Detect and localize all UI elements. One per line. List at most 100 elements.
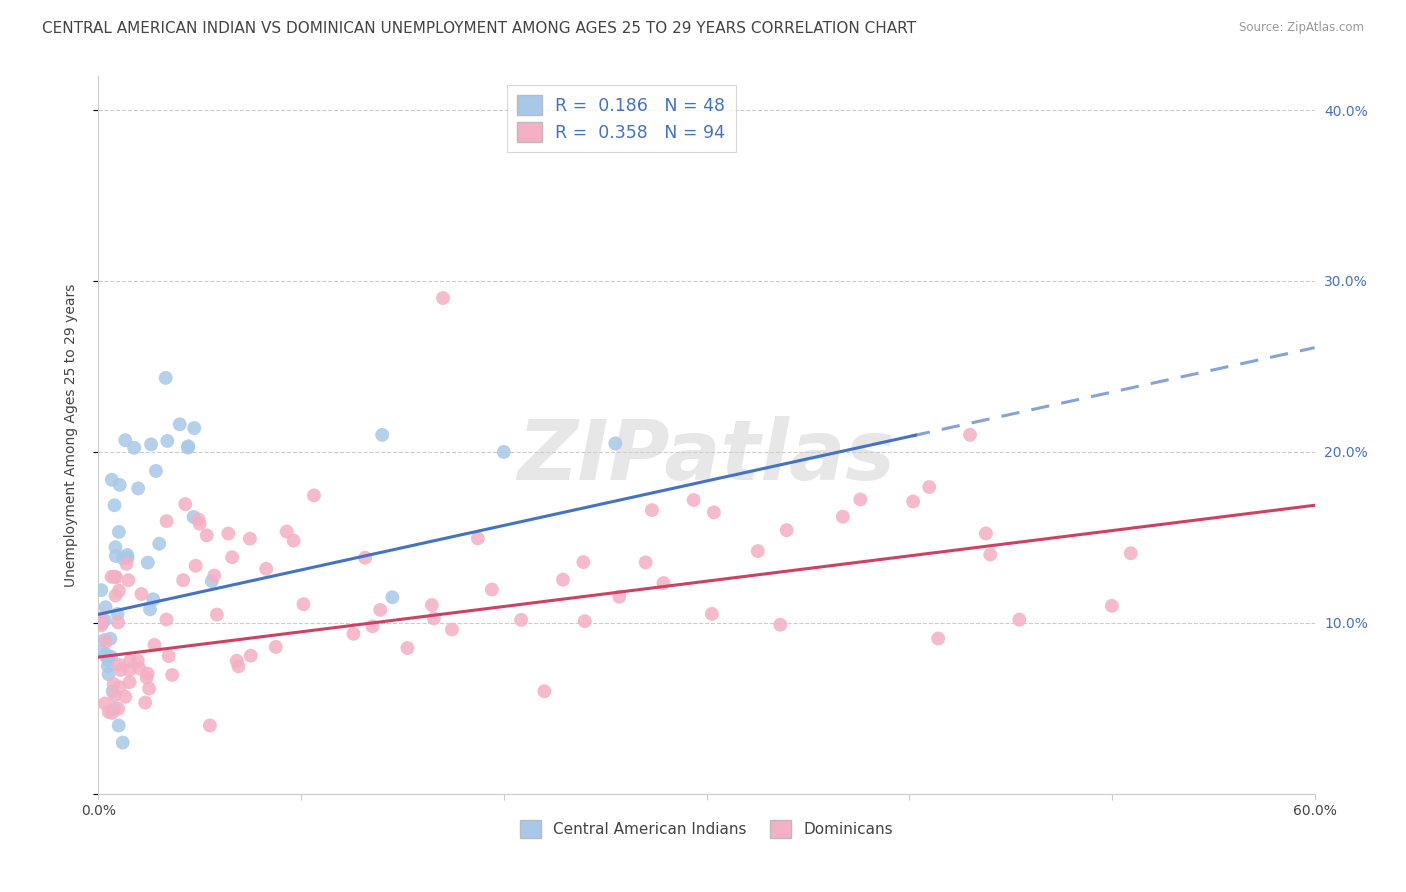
Point	[979, 548, 1001, 562]
Legend: Central American Indians, Dominicans: Central American Indians, Dominicans	[513, 814, 900, 844]
Point	[198, 718, 221, 732]
Point	[776, 523, 799, 537]
Point	[93, 633, 115, 648]
Point	[157, 649, 180, 664]
Point	[283, 533, 305, 548]
Point	[195, 528, 218, 542]
Point	[849, 492, 872, 507]
Point	[136, 556, 159, 570]
Point	[225, 654, 247, 668]
Point	[354, 550, 377, 565]
Point	[142, 592, 165, 607]
Text: CENTRAL AMERICAN INDIAN VS DOMINICAN UNEMPLOYMENT AMONG AGES 25 TO 29 YEARS CORR: CENTRAL AMERICAN INDIAN VS DOMINICAN UNE…	[42, 21, 917, 36]
Point	[138, 681, 160, 696]
Point	[105, 570, 128, 584]
Point	[396, 641, 419, 656]
Point	[111, 735, 134, 749]
Point	[361, 619, 384, 633]
Point	[90, 583, 112, 598]
Point	[652, 576, 675, 591]
Y-axis label: Unemployment Among Ages 25 to 29 years: Unemployment Among Ages 25 to 29 years	[63, 283, 77, 587]
Point	[533, 684, 555, 698]
Point	[156, 514, 179, 528]
Point	[115, 557, 138, 571]
Point	[143, 638, 166, 652]
Point	[114, 690, 136, 704]
Point	[634, 555, 657, 569]
Point	[682, 493, 704, 508]
Point	[769, 617, 792, 632]
Point	[217, 526, 239, 541]
Point	[104, 540, 127, 554]
Point	[100, 649, 122, 664]
Point	[188, 516, 211, 531]
Point	[254, 562, 277, 576]
Point	[368, 603, 391, 617]
Point	[131, 587, 153, 601]
Point	[104, 589, 127, 603]
Point	[134, 696, 156, 710]
Point	[959, 427, 981, 442]
Point	[97, 705, 120, 719]
Point	[90, 611, 112, 625]
Point	[492, 445, 515, 459]
Point	[605, 436, 627, 450]
Point	[974, 526, 997, 541]
Point	[103, 498, 125, 512]
Point	[118, 654, 141, 668]
Point	[101, 684, 124, 698]
Point	[1101, 599, 1123, 613]
Point	[104, 701, 127, 715]
Point	[201, 574, 224, 589]
Point	[432, 291, 454, 305]
Point	[927, 632, 949, 646]
Point	[183, 421, 205, 435]
Point	[169, 417, 191, 432]
Point	[172, 573, 194, 587]
Point	[100, 570, 122, 584]
Point	[90, 644, 112, 658]
Point	[139, 437, 162, 451]
Point	[155, 613, 177, 627]
Point	[108, 680, 131, 694]
Point	[292, 597, 315, 611]
Point	[174, 497, 197, 511]
Point	[104, 549, 127, 563]
Point	[135, 671, 157, 685]
Point	[122, 441, 145, 455]
Point	[117, 550, 139, 565]
Point	[94, 613, 117, 627]
Point	[607, 590, 630, 604]
Point	[276, 524, 298, 539]
Point	[118, 675, 141, 690]
Point	[918, 480, 941, 494]
Point	[127, 482, 149, 496]
Point	[187, 512, 209, 526]
Point	[108, 583, 131, 598]
Point	[97, 653, 120, 667]
Point	[94, 634, 117, 648]
Point	[574, 614, 596, 628]
Point	[108, 478, 131, 492]
Point	[94, 600, 117, 615]
Point	[467, 532, 489, 546]
Point	[302, 488, 325, 502]
Point	[139, 602, 162, 616]
Point	[103, 677, 125, 691]
Point	[104, 569, 127, 583]
Point	[98, 632, 121, 646]
Point	[572, 555, 595, 569]
Point	[239, 532, 262, 546]
Point	[115, 548, 138, 562]
Point	[156, 434, 179, 448]
Point	[700, 607, 723, 621]
Point	[145, 464, 167, 478]
Point	[118, 663, 141, 677]
Point	[97, 667, 120, 681]
Point	[94, 697, 117, 711]
Point	[1008, 613, 1031, 627]
Point	[108, 524, 131, 539]
Point	[481, 582, 503, 597]
Point	[202, 568, 225, 582]
Point	[117, 574, 139, 588]
